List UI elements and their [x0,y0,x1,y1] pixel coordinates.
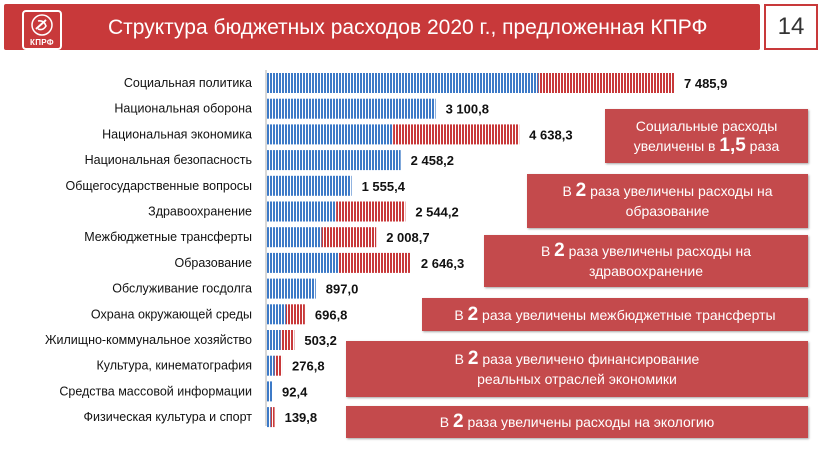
value-label: 4 638,3 [529,127,572,142]
hammer-sickle-icon [31,14,53,36]
value-label: 139,8 [285,410,318,425]
category-label: Национальная безопасность [85,153,252,167]
kprf-logo: КПРФ [22,10,62,50]
callout-ecology: В 2 раза увеличены расходы на экологию [346,406,808,438]
callout-text: В [540,243,555,259]
bar-increase-segment [393,124,520,145]
callout-emphasis: 2 [467,348,479,369]
page-title: Структура бюджетных расходов 2020 г., пр… [108,16,708,39]
bar-base-segment [267,252,339,273]
bar-base-segment [267,175,352,196]
callout-transfers: В 2 раза увеличены межбюджетные трансфер… [422,298,808,331]
bar-base-segment [267,227,322,248]
bar-base-segment [267,201,337,222]
category-label: Национальная экономика [102,127,252,141]
value-label: 897,0 [326,282,359,297]
bar-base-segment [267,355,275,376]
callout-text: В [562,183,576,199]
bar-base-segment [267,124,394,145]
bar-increase-segment [280,330,295,350]
bar-increase-segment [321,227,377,248]
category-label: Физическая культура и спорт [84,410,253,424]
bar-increase-segment [285,304,305,325]
value-label: 276,8 [292,359,325,374]
value-label: 2 646,3 [421,256,464,271]
callout-emphasis: 2 [554,240,565,261]
bar-base-segment [267,98,436,119]
bar-increase-segment [338,252,411,273]
callout-text: раза увеличены расходы на экологию [463,414,715,430]
slide-number: 14 [764,4,818,50]
callout-emphasis: 2 [467,303,479,325]
bar-increase-segment [336,201,406,222]
callout-text: раза увеличены расходы на [586,183,773,199]
value-label: 696,8 [315,307,348,322]
value-label: 2 458,2 [411,153,454,168]
callout-economy: В 2 раза увеличено финансирование реальн… [346,341,808,397]
callout-education: В 2 раза увеличены расходы на образовани… [527,174,808,228]
callout-text: увеличены в [633,138,720,154]
callout-emphasis: 1,5 [719,135,746,156]
bar-increase-segment [274,355,283,376]
category-label: Охрана окружающей среды [91,307,252,321]
category-label: Средства массовой информации [59,384,252,398]
callout-text: образование [625,203,710,219]
callout-healthcare: В 2 раза увеличены расходы на здравоохра… [484,235,808,287]
value-label: 2 544,2 [415,205,458,220]
category-label: Жилищно-коммунальное хозяйство [45,333,252,347]
bar-base-segment [267,304,286,325]
callout-social: Социальные расходы увеличены в 1,5 раза [605,109,808,163]
callout-text: В [454,306,468,323]
callout-text: Социальные расходы [635,118,778,134]
bar-base-segment [267,150,401,171]
callout-emphasis: 2 [575,180,587,201]
category-label: Образование [175,256,253,270]
bar-base-segment [267,330,281,350]
category-label: Общегосударственные вопросы [66,179,253,193]
callout-text: раза увеличено финансирование [478,351,700,367]
bar-base-segment [267,407,271,428]
value-label: 3 100,8 [446,102,489,117]
bar-base-segment [267,381,273,402]
category-label: Национальная оборона [114,102,252,116]
value-label: 92,4 [282,384,308,399]
header-bar: КПРФ Структура бюджетных расходов 2020 г… [4,4,760,50]
callout-text: реальных отраслей экономики [477,371,677,387]
value-label: 1 555,4 [362,179,406,194]
category-label: Межбюджетные трансферты [84,230,252,244]
callout-text: В [454,351,468,367]
callout-emphasis: 2 [453,411,464,432]
value-label: 7 485,9 [684,76,727,91]
category-label: Обслуживание госдолга [112,282,252,296]
callout-text: раза [745,138,780,154]
logo-text: КПРФ [30,38,54,47]
callout-text: здравоохранение [589,263,703,279]
callout-text: раза увеличены межбюджетные трансферты [478,306,776,323]
category-label: Культура, кинематография [96,359,252,373]
callout-text: В [439,414,454,430]
callout-text: раза увеличены расходы на [564,243,752,259]
value-label: 2 008,7 [386,230,429,245]
value-label: 503,2 [304,333,337,348]
category-label: Здравоохранение [148,205,252,219]
bar-increase-segment [270,407,275,428]
category-label: Социальная политика [124,76,252,90]
bar-base-segment [267,278,316,299]
bar-increase-segment [538,73,674,93]
bar-base-segment [267,73,539,93]
